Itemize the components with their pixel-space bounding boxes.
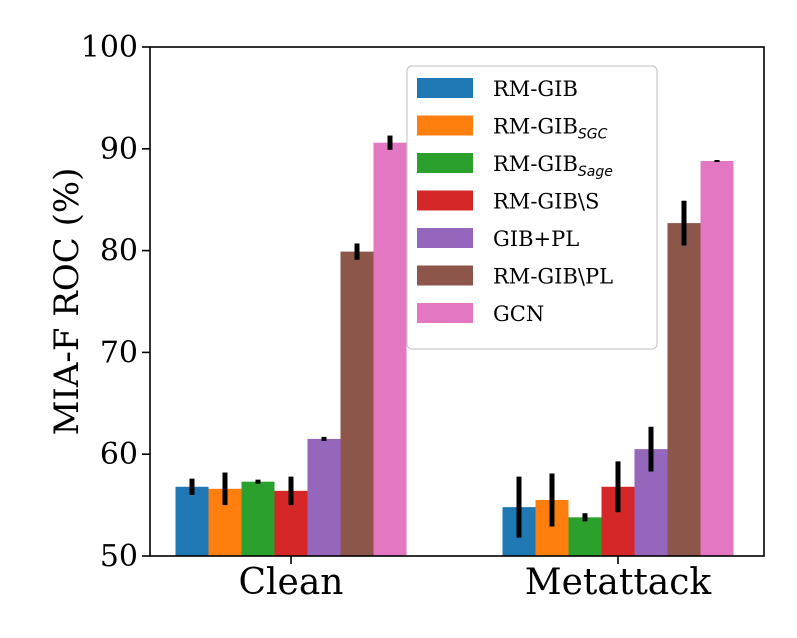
y-tick-label: 100: [81, 30, 138, 65]
bar: [667, 223, 701, 556]
bar: [307, 438, 341, 556]
legend-swatch: [417, 265, 473, 286]
x-tick-label: Clean: [238, 562, 343, 603]
legend-swatch: [417, 228, 473, 248]
legend-swatch: [417, 303, 473, 323]
y-tick-label: 60: [100, 437, 138, 472]
x-axis: Clean Metattack: [238, 556, 712, 603]
legend-label: GIB+PL: [493, 227, 579, 251]
y-axis: 50 60 70 80 90 100: [81, 30, 150, 574]
bar: [373, 142, 407, 556]
legend-label: GCN: [493, 302, 544, 326]
x-tick-label: Metattack: [525, 562, 713, 603]
legend-label: RM-GIB\S: [493, 190, 599, 214]
y-axis-label: MIA-F ROC (%): [47, 168, 87, 436]
legend-label: RM-GIBSGC: [493, 115, 608, 143]
plot-frame: [149, 46, 765, 557]
y-tick-label: 50: [100, 539, 138, 574]
y-tick-label: 80: [100, 234, 138, 269]
legend-swatch: [417, 190, 473, 211]
error-bars-layer: [189, 135, 720, 538]
bar: [568, 517, 602, 556]
bar: [241, 481, 275, 556]
bars-layer: [175, 142, 734, 557]
legend-swatch: [417, 153, 473, 173]
legend-label: RM-GIB: [493, 77, 578, 101]
y-tick-label: 90: [100, 132, 138, 167]
legend: RM-GIBRM-GIBSGCRM-GIBSageRM-GIB\SGIB+PLR…: [406, 65, 658, 350]
legend-swatch: [417, 115, 473, 136]
y-tick-label: 70: [100, 335, 138, 370]
legend-swatch: [417, 78, 473, 98]
legend-label: RM-GIB\PL: [493, 265, 613, 289]
bar: [175, 486, 209, 556]
bar: [700, 161, 734, 557]
bar: [340, 251, 374, 557]
